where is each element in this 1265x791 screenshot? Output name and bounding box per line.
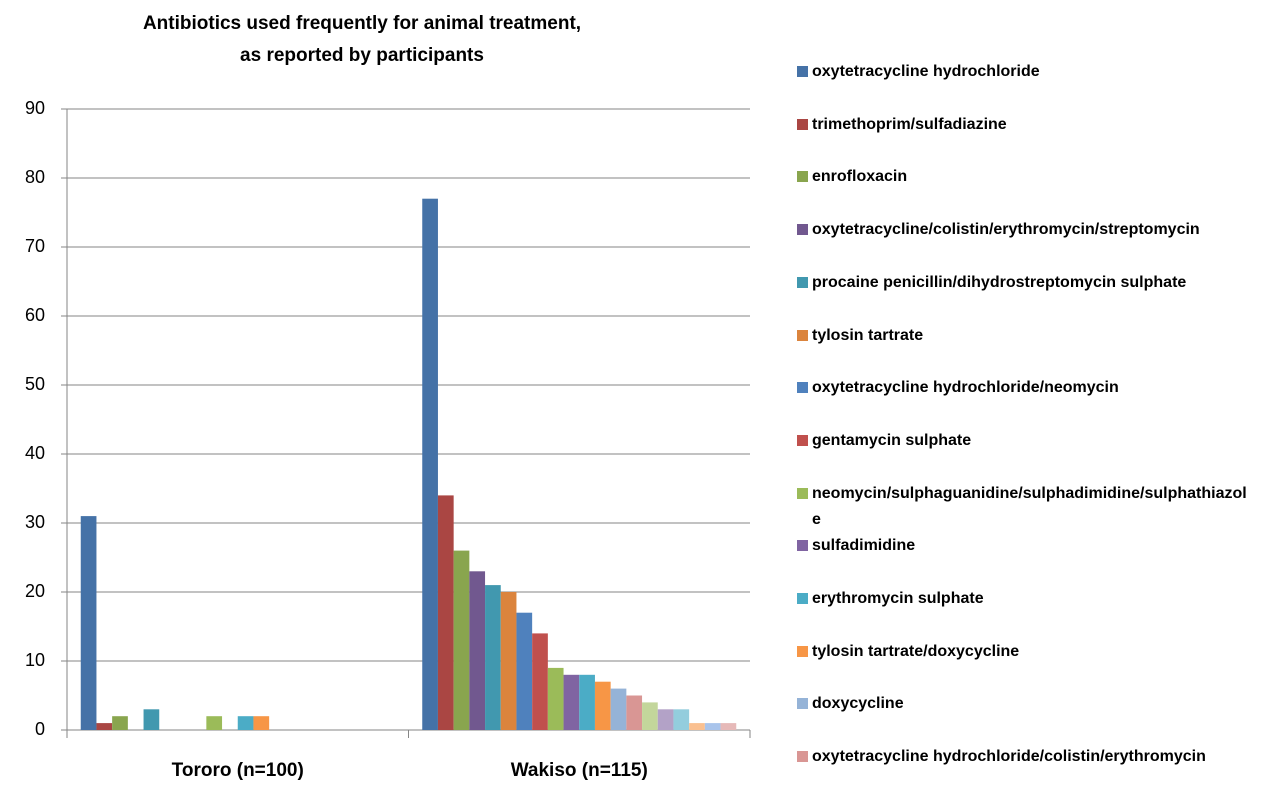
legend-swatch	[797, 698, 808, 710]
legend-item: enrofloxacin	[797, 164, 1247, 190]
legend-item: sulfadimidine	[797, 533, 1247, 559]
legend-swatch	[797, 593, 808, 604]
legend-item: oxytetracycline hydrochloride/neomycin	[797, 375, 1247, 401]
bar	[206, 716, 223, 730]
legend-swatch	[797, 751, 808, 763]
bar	[579, 674, 595, 730]
bar	[112, 716, 128, 730]
legend-label: oxytetracycline hydrochloride	[812, 63, 1040, 80]
legend-label: erythromycin sulphate	[812, 590, 984, 607]
legend-item: tylosin tartrate	[797, 323, 1247, 349]
legend-label: tylosin tartrate/doxycycline	[812, 642, 1020, 660]
y-tick-label: 0	[35, 719, 45, 739]
bar	[237, 716, 254, 730]
bar	[610, 688, 627, 730]
legend-label: gentamycin sulphate	[812, 431, 972, 449]
bar	[689, 723, 705, 730]
bar	[657, 709, 674, 730]
bar	[453, 550, 470, 730]
y-tick-label: 20	[25, 581, 45, 601]
chart-title: as reported by participants	[240, 45, 484, 66]
legend-swatch	[797, 487, 808, 499]
legend-swatch	[797, 382, 808, 394]
legend-item: tylosin tartrate/doxycycline	[797, 639, 1247, 665]
legend-label: oxytetracycline/colistin/erythromycin/st…	[812, 221, 1200, 239]
legend-swatch	[797, 329, 808, 341]
legend-label: oxytetracycline hydrochloride/neomycin	[812, 379, 1119, 397]
y-tick-label: 40	[25, 443, 45, 463]
bar	[594, 681, 611, 730]
legend-swatch	[797, 645, 808, 657]
bar	[704, 723, 721, 730]
y-tick-label: 80	[25, 167, 45, 187]
legend-swatch	[797, 224, 808, 236]
legend-item: erythromycin sulphate	[797, 586, 1247, 612]
legend-label: enrofloxacin	[812, 168, 908, 186]
bar	[642, 702, 658, 730]
legend-label: sulfadimidine	[812, 537, 916, 555]
legend-swatch	[797, 276, 808, 288]
bar	[563, 674, 580, 730]
bar	[469, 571, 486, 730]
legend-label: tylosin tartrate	[812, 326, 924, 344]
legend-label: trimethoprim/sulfadiazine	[812, 115, 1007, 133]
legend-item: gentamycin sulphate	[797, 428, 1247, 454]
legend-swatch	[797, 171, 808, 183]
legend-label: neomycin/sulphaguanidine/sulphadimidine/…	[812, 484, 1247, 528]
legend-item: doxycycline	[797, 691, 1247, 717]
legend-label: oxytetracycline hydrochloride/colistin/e…	[812, 748, 1206, 766]
bar	[516, 612, 533, 730]
y-tick-label: 10	[25, 650, 45, 670]
y-tick-label: 30	[25, 512, 45, 532]
y-tick-label: 50	[25, 374, 45, 394]
legend-item: oxytetracycline hydrochloride/colistin/e…	[797, 744, 1247, 770]
legend-swatch	[797, 434, 808, 446]
legend-label: doxycycline	[812, 695, 904, 713]
bar	[500, 592, 517, 730]
bar	[80, 516, 97, 730]
bar	[547, 667, 564, 730]
y-tick-label: 60	[25, 305, 45, 325]
bar	[437, 495, 454, 730]
legend-label: procaine penicillin/dihydrostreptomycin …	[812, 273, 1187, 291]
legend-item: oxytetracycline/colistin/erythromycin/st…	[797, 217, 1247, 243]
bar	[485, 585, 501, 730]
legend-swatch	[797, 66, 808, 77]
y-tick-label: 70	[25, 236, 45, 256]
legend-swatch	[797, 540, 808, 552]
bar	[673, 709, 690, 730]
bar	[532, 633, 548, 730]
x-tick-label: Tororo (n=100)	[172, 760, 304, 781]
bar	[720, 723, 737, 730]
bar	[626, 695, 643, 730]
bar	[253, 716, 270, 730]
legend-item: neomycin/sulphaguanidine/sulphadimidine/…	[797, 481, 1247, 533]
chart-title: Antibiotics used frequently for animal t…	[143, 13, 581, 34]
y-tick-label: 90	[25, 98, 45, 118]
bar	[96, 723, 113, 730]
legend-swatch	[797, 118, 808, 130]
legend-item: trimethoprim/sulfadiazine	[797, 112, 1247, 138]
legend-item: oxytetracycline hydrochloride	[797, 59, 1247, 85]
bar	[422, 198, 438, 730]
legend-item: procaine penicillin/dihydrostreptomycin …	[797, 270, 1247, 296]
bar	[143, 709, 160, 730]
x-tick-label: Wakiso (n=115)	[511, 760, 648, 781]
